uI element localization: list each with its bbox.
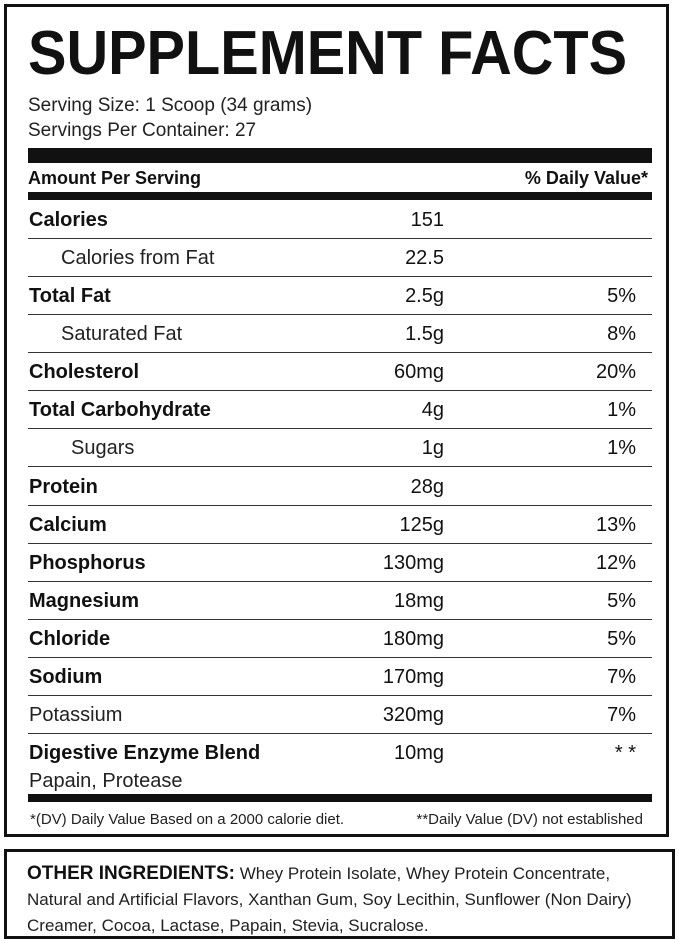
nutrient-row: Digestive Enzyme Blend Papain, Protease … xyxy=(28,734,652,794)
nutrient-row: Sugars 1g 1% xyxy=(28,429,652,467)
other-ingredients-label: OTHER INGREDIENTS: xyxy=(27,863,235,884)
nutrient-name: Magnesium xyxy=(29,590,140,612)
table-header: Amount Per Serving % Daily Value* xyxy=(28,167,652,189)
nutrient-amount: 180mg xyxy=(382,628,444,650)
nutrient-row: Chloride 180mg 5% xyxy=(28,620,652,658)
nutrient-name: Protein xyxy=(29,476,98,498)
nutrient-row: Phosphorus 130mg 12% xyxy=(28,544,652,582)
nutrient-name: Digestive Enzyme Blend xyxy=(29,742,261,764)
footnote-daily-value: *(DV) Daily Value Based on a 2000 calori… xyxy=(30,811,345,828)
servings-per-container: Servings Per Container: 27 xyxy=(28,120,257,141)
nutrient-amount: 22.5 xyxy=(405,247,444,269)
nutrient-detail: Papain, Protease xyxy=(29,770,183,792)
serving-size: Serving Size: 1 Scoop (34 grams) xyxy=(28,95,313,116)
nutrient-dv: 1% xyxy=(607,437,636,459)
nutrient-dv: 20% xyxy=(595,361,636,383)
nutrient-dv: 8% xyxy=(607,323,636,345)
other-ingredients-text: Whey Protein Isolate, Whey Protein Conce… xyxy=(27,864,632,935)
nutrient-amount: 4g xyxy=(421,399,444,421)
nutrient-amount: 10mg xyxy=(393,742,444,764)
nutrient-amount: 151 xyxy=(410,209,444,231)
nutrient-row: Calories from Fat 22.5 xyxy=(28,239,652,277)
nutrient-amount: 170mg xyxy=(382,666,444,688)
amount-per-serving-label: Amount Per Serving xyxy=(28,168,202,188)
nutrient-name: Calories xyxy=(29,209,108,231)
nutrient-row: Total Fat 2.5g 5% xyxy=(28,277,652,315)
nutrient-row: Cholesterol 60mg 20% xyxy=(28,353,652,391)
nutrient-name: Chloride xyxy=(29,628,111,650)
nutrient-dv: 7% xyxy=(607,704,636,726)
nutrient-amount: 125g xyxy=(399,514,445,536)
bottom-divider xyxy=(28,794,652,802)
nutrient-name: Total Carbohydrate xyxy=(29,399,211,421)
nutrient-name: Potassium xyxy=(29,704,123,726)
nutrient-dv: 13% xyxy=(595,514,636,536)
footnote-not-established: **Daily Value (DV) not established xyxy=(416,811,643,828)
nutrient-amount: 18mg xyxy=(393,590,444,612)
daily-value-label: % Daily Value* xyxy=(524,168,648,188)
nutrient-dv: 5% xyxy=(607,285,636,307)
other-ingredients-box: OTHER INGREDIENTS: Whey Protein Isolate,… xyxy=(4,849,675,939)
nutrient-name: Total Fat xyxy=(29,285,111,307)
nutrient-dv: * * xyxy=(614,742,636,764)
nutrient-name: Calories from Fat xyxy=(61,247,215,269)
nutrient-dv: 1% xyxy=(607,399,636,421)
nutrient-row: Total Carbohydrate 4g 1% xyxy=(28,391,652,429)
nutrient-name: Sodium xyxy=(29,666,103,688)
nutrient-name: Saturated Fat xyxy=(61,323,183,345)
nutrient-row: Saturated Fat 1.5g 8% xyxy=(28,315,652,353)
nutrient-amount: 130mg xyxy=(382,552,444,574)
supplement-facts-panel xyxy=(4,4,669,837)
nutrient-amount: 320mg xyxy=(382,704,444,726)
thick-divider xyxy=(28,148,652,163)
nutrient-dv: 12% xyxy=(595,552,636,574)
nutrient-row: Potassium 320mg 7% xyxy=(28,696,652,734)
label-title: SUPPLEMENT FACTS xyxy=(28,19,628,88)
other-ingredients: OTHER INGREDIENTS: Whey Protein Isolate,… xyxy=(27,861,657,939)
nutrient-row: Protein 28g xyxy=(28,468,652,506)
nutrient-amount: 1.5g xyxy=(405,323,444,345)
nutrient-amount: 1g xyxy=(421,437,444,459)
nutrient-name: Sugars xyxy=(71,437,135,459)
nutrient-name: Cholesterol xyxy=(29,361,140,383)
nutrient-row: Calories 151 xyxy=(28,201,652,239)
nutrient-amount: 60mg xyxy=(393,361,444,383)
nutrient-dv: 7% xyxy=(607,666,636,688)
nutrient-name: Calcium xyxy=(29,514,107,536)
nutrient-row: Magnesium 18mg 5% xyxy=(28,582,652,620)
nutrient-row: Sodium 170mg 7% xyxy=(28,658,652,696)
nutrient-name: Phosphorus xyxy=(29,552,146,574)
nutrient-dv: 5% xyxy=(607,628,636,650)
nutrient-amount: 28g xyxy=(410,476,444,498)
nutrient-amount: 2.5g xyxy=(405,285,444,307)
nutrient-dv: 5% xyxy=(607,590,636,612)
nutrient-row: Calcium 125g 13% xyxy=(28,506,652,544)
header-divider xyxy=(28,192,652,200)
